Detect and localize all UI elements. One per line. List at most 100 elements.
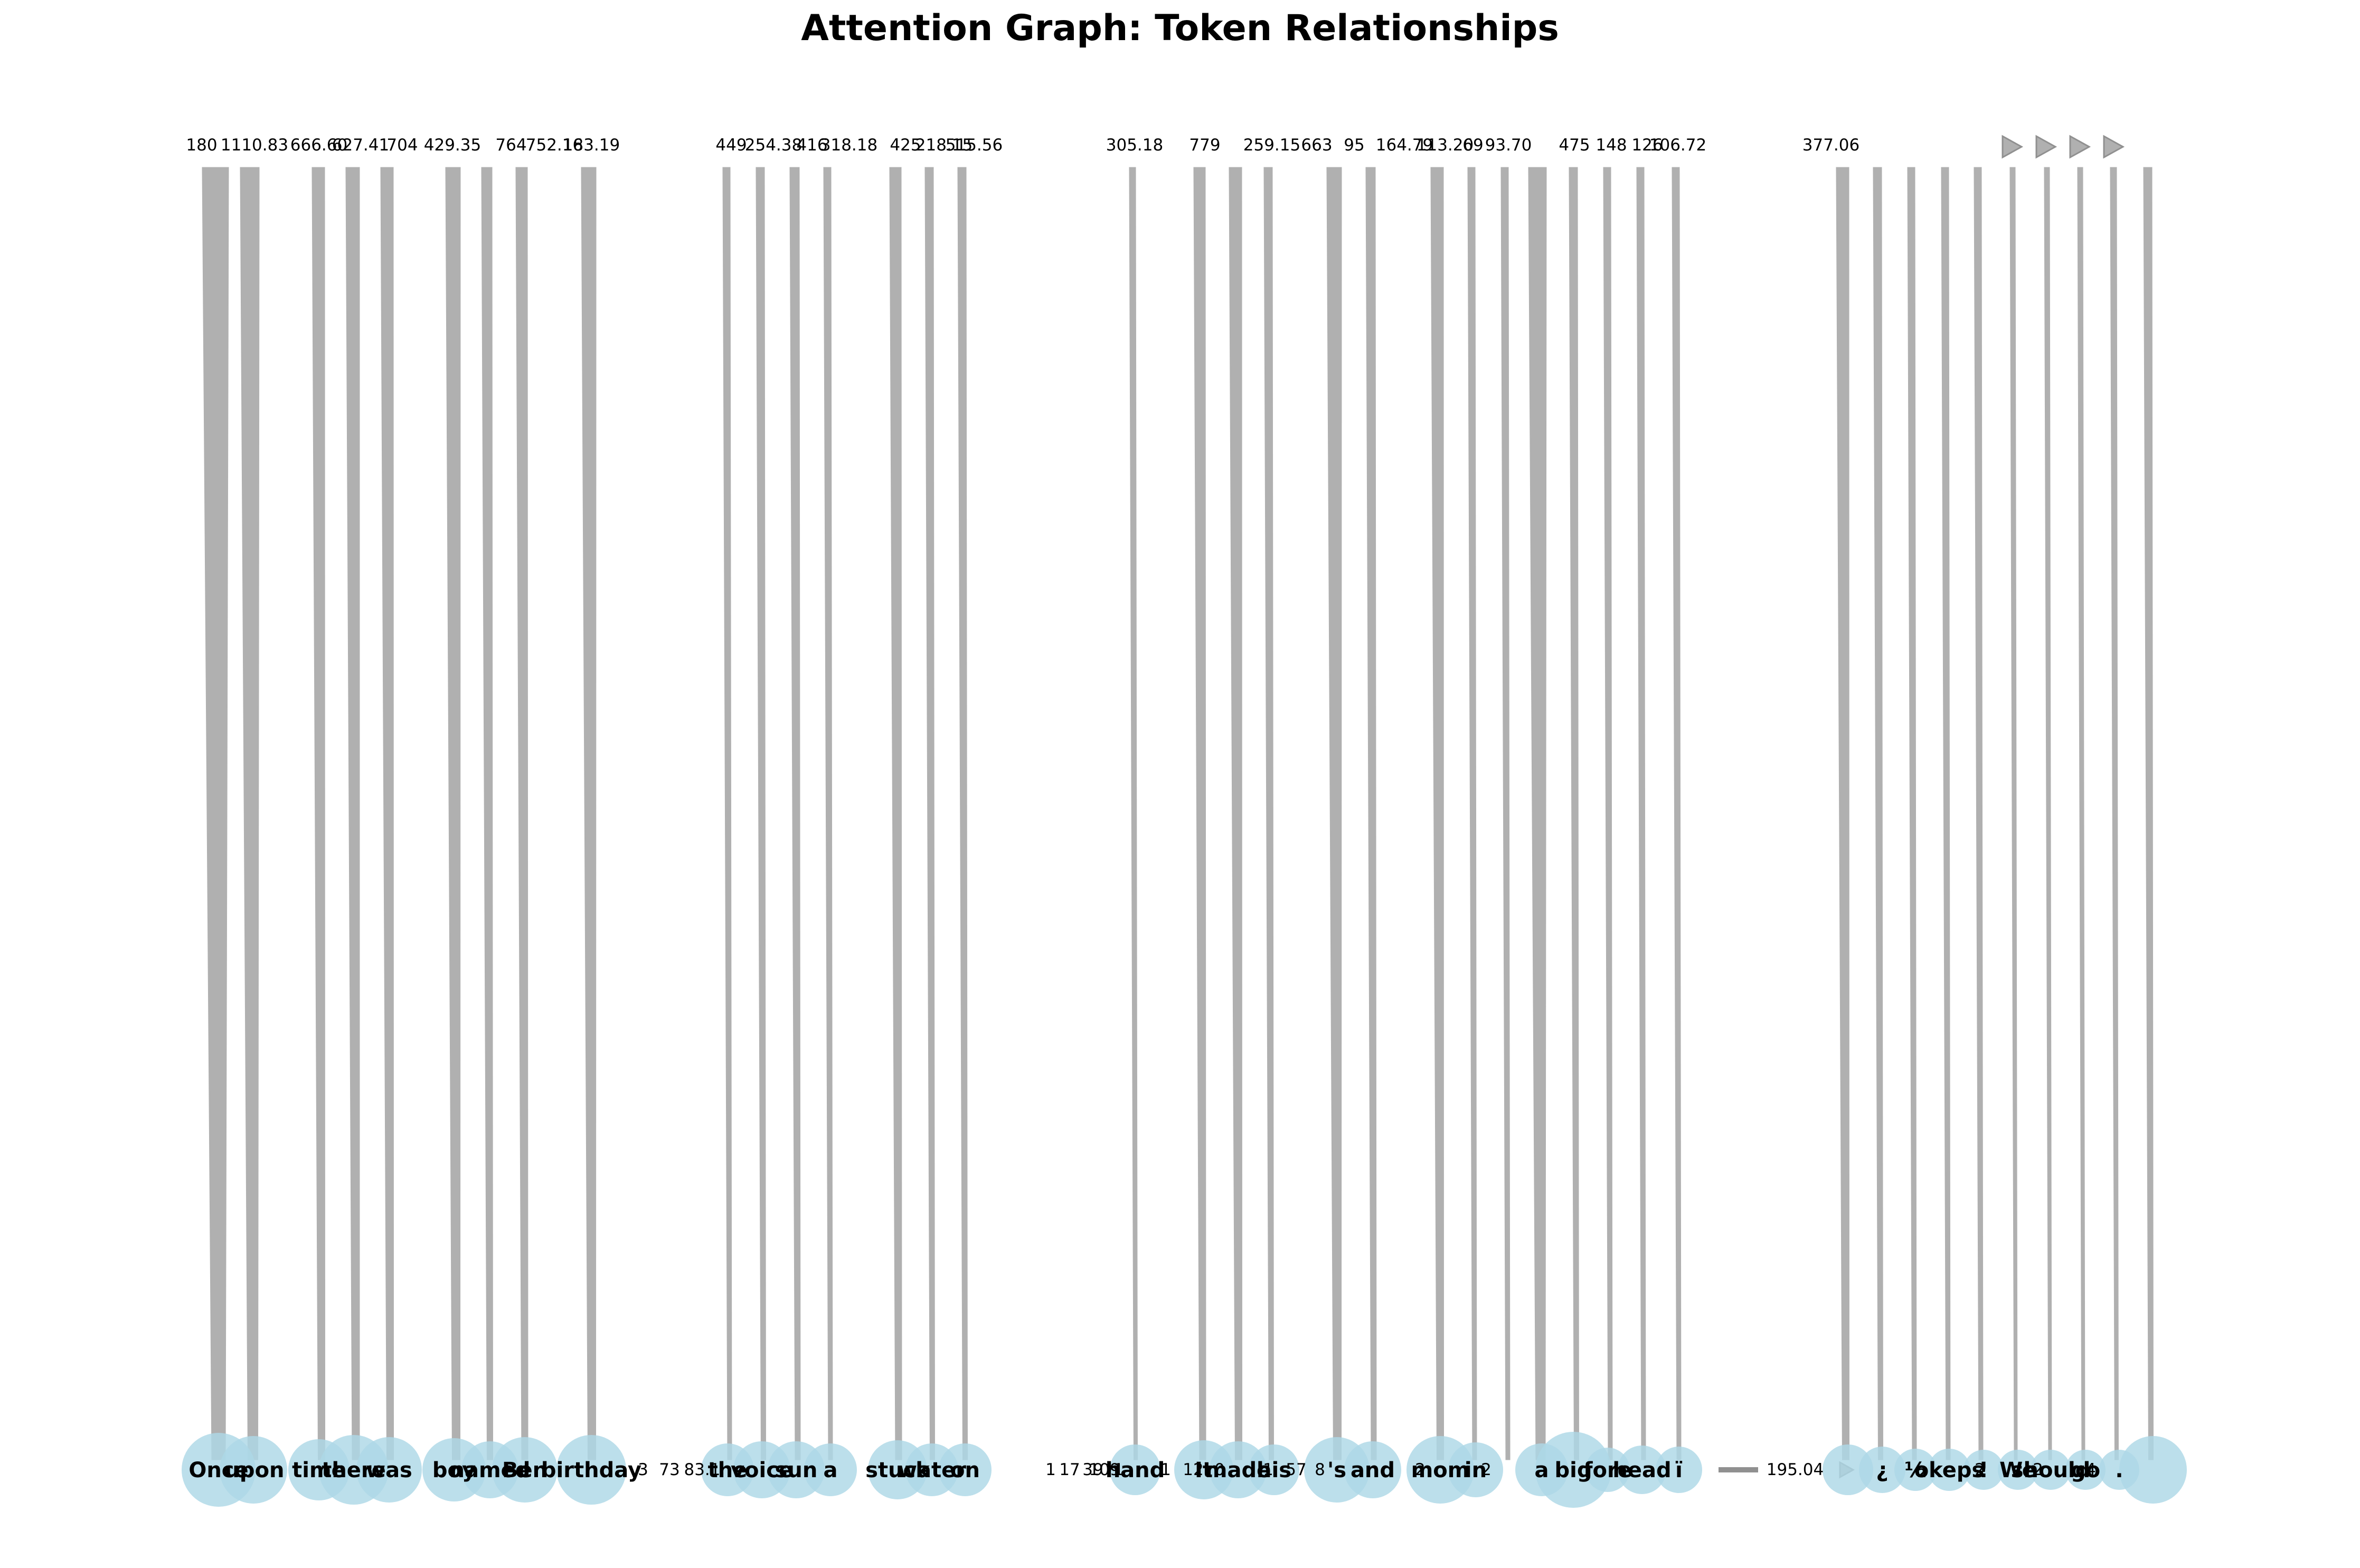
attention-edge	[2110, 167, 2119, 1460]
token-label: in	[1465, 1458, 1487, 1482]
token-label: Once	[188, 1458, 248, 1482]
bottom-weight-label: 73	[659, 1460, 679, 1479]
token-node	[1535, 1432, 1611, 1508]
token-label: okeps	[1914, 1458, 1985, 1482]
attention-edge	[1500, 167, 1511, 1460]
edge-weight-label: 475	[1559, 136, 1590, 155]
arrowhead	[2035, 135, 2057, 159]
token-node	[1894, 1449, 1937, 1491]
token-label: there	[322, 1458, 386, 1482]
token-label: birthday	[541, 1458, 641, 1482]
attention-edge	[445, 167, 461, 1460]
token-label: Ben	[502, 1458, 547, 1482]
token-label: boy	[432, 1458, 476, 1482]
bottom-weight-label: 17	[1059, 1460, 1080, 1479]
token-label: mom	[1411, 1458, 1470, 1482]
attention-edge	[1836, 167, 1850, 1460]
chart-title: Attention Graph: Token Relationships	[801, 7, 1559, 49]
bottom-weight-label: 195.04	[1767, 1460, 1824, 1479]
edge-weight-label: 416	[796, 136, 827, 155]
bottom-weight-label: 2	[1415, 1460, 1426, 1479]
bottom-weight-label: 8	[1315, 1460, 1325, 1479]
attention-edge	[1603, 167, 1613, 1460]
attention-edge	[581, 167, 597, 1460]
arrow-layer	[1719, 135, 2125, 1479]
edge-weight-label: 318.18	[820, 136, 877, 155]
token-node	[939, 1443, 992, 1496]
attention-edge	[722, 167, 732, 1460]
token-node	[2031, 1450, 2071, 1490]
attention-edge	[202, 167, 229, 1460]
attention-edge	[1569, 167, 1580, 1460]
token-node	[492, 1437, 558, 1503]
attention-edge	[1974, 167, 1984, 1460]
token-node	[220, 1436, 287, 1504]
attention-edge	[345, 167, 360, 1460]
attention-edge	[756, 167, 767, 1460]
token-label: ï	[1675, 1458, 1683, 1482]
token-label: hand	[1106, 1458, 1165, 1482]
token-label: ½	[1904, 1458, 1926, 1482]
token-label: on	[950, 1458, 980, 1482]
token-label: and	[1351, 1458, 1395, 1482]
token-node	[1249, 1444, 1299, 1495]
token-node	[1656, 1447, 1702, 1493]
token-label: was	[366, 1458, 412, 1482]
bottom-weight-label: 1	[1263, 1460, 1273, 1479]
token-node	[356, 1437, 422, 1503]
token-node	[1998, 1450, 2038, 1490]
attention-edge	[1430, 167, 1445, 1460]
attention-edge	[1907, 167, 1917, 1460]
token-node	[1210, 1441, 1267, 1498]
token-label: water	[898, 1458, 966, 1482]
bottom-weight-label: 109	[1089, 1460, 1120, 1479]
edge-weight-label: 305.18	[1106, 136, 1163, 155]
token-label: go	[2071, 1458, 2100, 1482]
token-label: time	[292, 1458, 346, 1482]
attention-edge	[957, 167, 968, 1460]
attention-edge	[789, 167, 801, 1460]
attention-edge	[2044, 167, 2052, 1460]
attention-edge	[1229, 167, 1243, 1460]
token-label: !	[1979, 1458, 1988, 1482]
token-node	[1110, 1444, 1160, 1495]
edge-weight-label: 704	[386, 136, 418, 155]
edge-weight-label: 752.16	[526, 136, 583, 155]
attention-edge	[924, 167, 936, 1460]
token-label: a	[824, 1458, 838, 1482]
token-node	[556, 1435, 626, 1505]
attention-edge	[2143, 167, 2154, 1460]
attention-edge	[1193, 167, 1206, 1460]
token-label: stuck	[865, 1458, 930, 1482]
arrowhead	[2103, 135, 2125, 159]
bottom-weight-label: 1	[1045, 1460, 1056, 1479]
bottom-weight-label: 12	[1183, 1460, 1203, 1479]
token-label: ¿	[1876, 1458, 1888, 1482]
attention-edge	[1672, 167, 1682, 1460]
attention-edge	[1467, 167, 1477, 1460]
edge-weight-label: 113.20	[1417, 136, 1474, 155]
edge-weight-label: 148	[1596, 136, 1627, 155]
attention-edge	[515, 167, 528, 1460]
attention-edge	[2077, 167, 2085, 1460]
attention-edge	[240, 167, 260, 1460]
edge-weight-label: 95	[1344, 136, 1364, 155]
token-label: head	[1612, 1458, 1671, 1482]
token-node	[1823, 1444, 1873, 1495]
bottom-weight-label: 3	[638, 1460, 648, 1479]
edge-weight-label: 106.72	[1649, 136, 1706, 155]
attention-edge	[1129, 167, 1138, 1460]
edge-weight-label: 627.41	[332, 136, 389, 155]
token-node	[1344, 1441, 1401, 1498]
token-label: big	[1555, 1458, 1592, 1482]
attention-edge	[1941, 167, 1951, 1460]
edge-weight-label: 183.19	[563, 136, 620, 155]
edge-weight-label: 764	[495, 136, 526, 155]
edge-weight-label: 164.79	[1376, 136, 1433, 155]
bottom-weight-label: 39	[1082, 1460, 1103, 1479]
token-label: the	[708, 1458, 748, 1482]
token-label: a	[1535, 1458, 1549, 1482]
token-node	[804, 1443, 857, 1496]
